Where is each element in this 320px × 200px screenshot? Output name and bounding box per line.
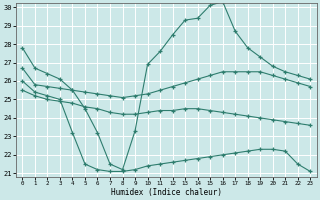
X-axis label: Humidex (Indice chaleur): Humidex (Indice chaleur) — [111, 188, 222, 197]
